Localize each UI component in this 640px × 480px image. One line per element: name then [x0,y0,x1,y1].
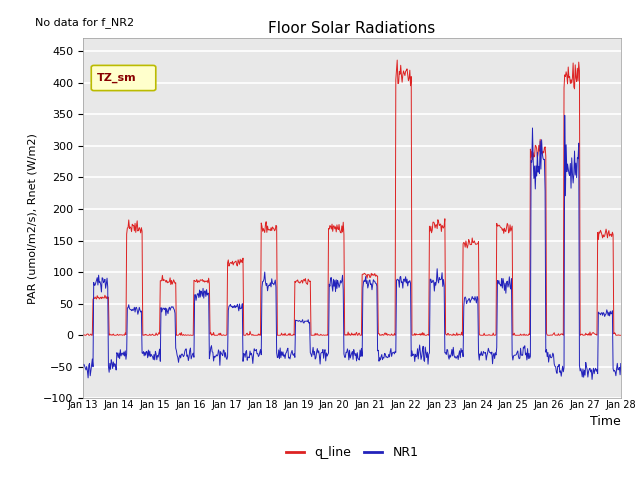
NR1 [588,376,596,382]
Text: No data for f_NR2: No data for f_NR2 [35,17,134,28]
NR1 [241,354,249,360]
X-axis label: Time: Time [590,415,621,428]
q_line [617,332,625,338]
FancyBboxPatch shape [92,65,156,91]
Line: NR1: NR1 [83,115,621,379]
Text: TZ_sm: TZ_sm [97,73,136,83]
NR1 [561,112,568,118]
q_line [80,332,88,338]
q_line [242,332,250,338]
NR1 [288,348,296,353]
NR1 [268,276,276,282]
q_line [394,57,401,63]
NR1 [438,276,445,282]
q_line [79,332,87,338]
NR1 [143,348,150,354]
NR1 [617,360,625,366]
q_line [409,332,417,338]
NR1 [408,353,415,359]
q_line [143,332,151,338]
Line: q_line: q_line [83,60,621,335]
q_line [269,224,276,230]
Legend: q_line, NR1: q_line, NR1 [280,441,424,464]
Y-axis label: PAR (umol/m2/s), Rnet (W/m2): PAR (umol/m2/s), Rnet (W/m2) [28,133,38,304]
q_line [439,224,447,230]
Title: Floor Solar Radiations: Floor Solar Radiations [268,21,436,36]
q_line [289,332,296,338]
NR1 [79,362,87,368]
